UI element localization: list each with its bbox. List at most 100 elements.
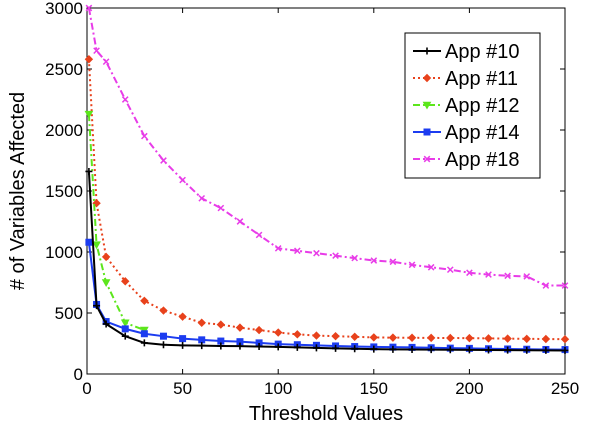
data-point (140, 339, 148, 347)
data-point (141, 132, 148, 140)
data-point (446, 346, 454, 354)
data-point (101, 252, 111, 262)
x-tick-label: 200 (455, 379, 483, 398)
data-point (198, 342, 206, 350)
data-point (85, 238, 93, 246)
data-point (331, 331, 340, 341)
series-app-11 (84, 55, 570, 344)
data-point (408, 345, 416, 353)
data-point (312, 344, 320, 352)
data-point (178, 312, 187, 321)
data-point (255, 343, 263, 351)
legend-item-app-11: App #11 (413, 68, 518, 90)
data-point (254, 325, 264, 335)
data-point (274, 343, 282, 351)
data-point (85, 167, 93, 175)
y-tick-label: 2000 (45, 121, 83, 140)
data-point (389, 345, 397, 353)
data-point (388, 333, 398, 342)
data-point (121, 325, 129, 333)
data-point (120, 319, 130, 328)
data-point (217, 204, 225, 212)
data-point (446, 266, 454, 274)
data-point (160, 157, 167, 164)
data-point (273, 328, 283, 337)
data-point (465, 333, 474, 343)
x-axis-title: Threshold Values (249, 403, 403, 425)
data-point (466, 269, 473, 277)
data-point (561, 282, 569, 289)
data-point (542, 346, 550, 354)
series-app-10 (85, 167, 569, 354)
y-tick-label: 1500 (45, 182, 83, 201)
data-point (179, 335, 187, 343)
legend-label: App #18 (445, 149, 520, 171)
legend-label: App #11 (445, 68, 518, 90)
legend-marker (423, 128, 431, 136)
data-point (427, 346, 435, 354)
y-tick-label: 0 (74, 365, 83, 384)
data-point (236, 218, 244, 225)
data-point (102, 58, 110, 66)
data-point (503, 334, 512, 343)
data-point (140, 330, 148, 338)
legend: App #10 App #11 App #12 App #14 App #18 (404, 32, 541, 179)
data-point (561, 346, 569, 354)
legend-item-app-10: App #10 (413, 41, 520, 63)
data-point (485, 346, 493, 354)
legend-label: App #10 (445, 41, 520, 63)
data-point (121, 96, 129, 103)
y-tick-label: 3000 (45, 0, 83, 18)
data-point (236, 342, 244, 350)
legend-marker (423, 155, 431, 163)
data-point (159, 332, 167, 340)
y-tick-label: 1000 (45, 243, 83, 262)
data-point (560, 335, 570, 344)
data-point (93, 302, 101, 310)
data-point (197, 318, 206, 327)
data-point (541, 334, 551, 344)
legend-marker (422, 73, 432, 83)
data-point (92, 241, 101, 250)
data-point (332, 344, 340, 352)
data-point (159, 306, 168, 315)
data-point (332, 252, 339, 259)
data-point (84, 110, 94, 119)
legend-marker (423, 47, 431, 55)
data-point (84, 55, 94, 64)
data-point (408, 261, 416, 269)
data-point (159, 341, 167, 349)
data-point (351, 254, 359, 262)
data-point (217, 342, 225, 350)
data-point (216, 320, 226, 329)
data-point (522, 334, 531, 344)
data-point (446, 333, 455, 343)
data-point (426, 333, 436, 343)
data-point (504, 346, 512, 354)
data-point (198, 336, 206, 344)
data-point (351, 345, 359, 353)
y-axis-title: # of Variables Affected (7, 92, 29, 290)
legend-label: App #12 (445, 95, 520, 117)
legend-item-app-14: App #14 (413, 122, 520, 144)
x-tick-label: 100 (264, 379, 292, 398)
data-point (313, 249, 320, 257)
data-point (121, 332, 129, 340)
legend-item-app-12: App #12 (413, 95, 520, 117)
series-layer (84, 4, 570, 354)
y-tick-label: 2500 (45, 60, 83, 79)
data-point (101, 279, 111, 288)
x-tick-label: 150 (360, 379, 388, 398)
data-point (350, 332, 359, 341)
data-point (504, 272, 511, 280)
series-app-18 (85, 4, 569, 289)
data-point (293, 343, 301, 351)
data-point (370, 345, 378, 353)
axis-ticks (86, 7, 566, 375)
y-tick-label: 500 (55, 304, 83, 323)
data-point (485, 271, 492, 278)
data-point (235, 323, 245, 332)
x-tick-label: 250 (551, 379, 579, 398)
